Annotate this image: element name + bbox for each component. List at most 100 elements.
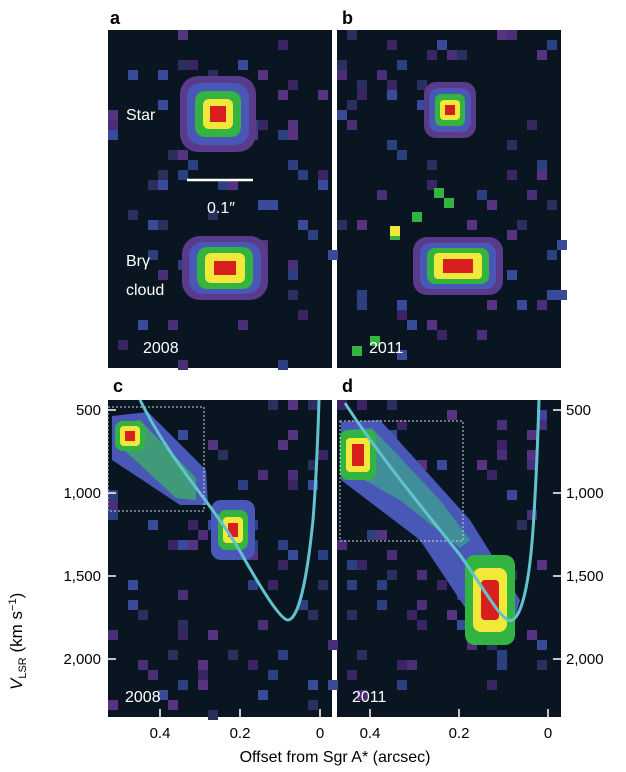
noise-pixel: [158, 170, 168, 180]
panel-c-knot-1: [115, 421, 145, 451]
noise-pixel: [527, 630, 537, 640]
panel-b-speck: [352, 346, 362, 356]
noise-pixel: [487, 470, 497, 480]
noise-pixel: [407, 660, 417, 670]
panel-d-knot-1-layer: [352, 444, 364, 466]
noise-pixel: [557, 290, 567, 300]
noise-pixel: [248, 580, 258, 590]
noise-pixel: [318, 170, 328, 180]
noise-pixel: [527, 460, 537, 470]
noise-pixel: [537, 50, 547, 60]
noise-pixel: [288, 470, 298, 480]
noise-pixel: [328, 250, 338, 260]
noise-pixel: [158, 180, 168, 190]
noise-pixel: [218, 180, 228, 190]
noise-pixel: [148, 520, 158, 530]
noise-pixel: [108, 110, 118, 120]
noise-pixel: [188, 520, 198, 530]
panel-d-box: [339, 420, 464, 542]
noise-pixel: [278, 130, 288, 140]
noise-pixel: [337, 540, 347, 550]
panel-b-star-blob-layer: [445, 105, 455, 115]
noise-pixel: [108, 510, 118, 520]
panel-c-orbit-curve: [138, 399, 321, 622]
noise-pixel: [288, 290, 298, 300]
noise-pixel: [347, 30, 357, 40]
noise-pixel: [497, 30, 507, 40]
noise-pixel: [188, 540, 198, 550]
noise-pixel: [208, 630, 218, 640]
noise-pixel: [308, 480, 318, 490]
noise-pixel: [517, 300, 527, 310]
panel-b-cloud-blob: [413, 237, 503, 295]
noise-pixel: [198, 530, 208, 540]
noise-pixel: [258, 200, 268, 210]
noise-pixel: [258, 620, 268, 630]
noise-pixel: [397, 310, 407, 320]
panel-d-x-tick-label: 0: [544, 725, 552, 742]
noise-pixel: [407, 610, 417, 620]
noise-pixel: [308, 460, 318, 470]
noise-pixel: [387, 570, 397, 580]
noise-pixel: [347, 100, 357, 110]
noise-pixel: [128, 70, 138, 80]
noise-pixel: [178, 620, 188, 630]
noise-pixel: [377, 70, 387, 80]
noise-pixel: [337, 60, 347, 70]
noise-pixel: [447, 410, 457, 420]
noise-pixel: [318, 180, 328, 190]
noise-pixel: [357, 560, 367, 570]
noise-pixel: [288, 260, 298, 270]
panel-b-letter: b: [342, 8, 353, 28]
noise-pixel: [178, 30, 188, 40]
noise-pixel: [108, 500, 118, 510]
noise-pixel: [278, 440, 288, 450]
noise-pixel: [537, 160, 547, 170]
noise-pixel: [228, 650, 238, 660]
noise-pixel: [138, 320, 148, 330]
noise-pixel: [168, 320, 178, 330]
panel-a-cloud-blob-layer: [214, 261, 236, 275]
noise-pixel: [308, 400, 318, 410]
noise-pixel: [357, 690, 367, 700]
noise-pixel: [487, 300, 497, 310]
scale-label: 0.1″: [207, 200, 235, 217]
y-tick-label-right: 2,000: [566, 651, 604, 668]
noise-pixel: [507, 140, 517, 150]
noise-pixel: [288, 480, 298, 490]
panel-a-star-blob: [180, 76, 256, 152]
noise-pixel: [377, 580, 387, 590]
x-axis-label: Offset from Sgr A* (arcsec): [240, 749, 431, 766]
noise-pixel: [447, 50, 457, 60]
noise-pixel: [347, 580, 357, 590]
noise-pixel: [208, 440, 218, 450]
noise-pixel: [477, 460, 487, 470]
noise-pixel: [357, 90, 367, 100]
noise-pixel: [427, 320, 437, 330]
noise-pixel: [278, 360, 288, 370]
noise-pixel: [497, 660, 507, 670]
noise-pixel: [118, 340, 128, 350]
y-tick-label-right: 500: [566, 402, 591, 419]
noise-pixel: [178, 60, 188, 70]
noise-pixel: [397, 420, 407, 430]
noise-pixel: [417, 620, 427, 630]
noise-pixel: [208, 710, 218, 720]
noise-pixel: [178, 630, 188, 640]
noise-pixel: [178, 680, 188, 690]
noise-pixel: [397, 660, 407, 670]
noise-pixel: [208, 210, 218, 220]
noise-pixel: [547, 40, 557, 50]
noise-pixel: [347, 120, 357, 130]
noise-pixel: [328, 640, 338, 650]
noise-pixel: [507, 30, 517, 40]
noise-pixel: [278, 650, 288, 660]
noise-pixel: [168, 700, 178, 710]
noise-pixel: [148, 670, 158, 680]
noise-pixel: [507, 170, 517, 180]
noise-pixel: [337, 110, 347, 120]
noise-pixel: [208, 70, 218, 80]
noise-pixel: [238, 480, 248, 490]
panel-d-letter: d: [342, 376, 353, 396]
noise-pixel: [108, 490, 118, 500]
